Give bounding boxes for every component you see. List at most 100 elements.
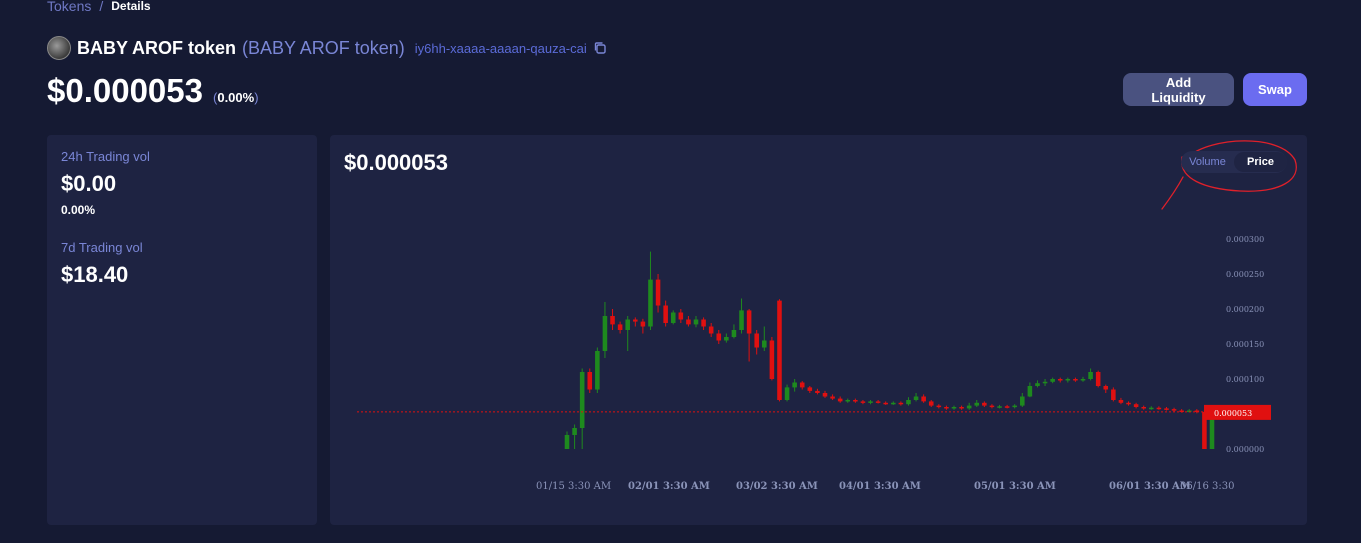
x-tick-label: 03/02 3:30 AM — [736, 481, 818, 492]
candle — [648, 251, 653, 330]
token-canister-id[interactable]: iy6hh-xaaaa-aaaan-qauza-cai — [414, 40, 587, 56]
candle-body — [1103, 386, 1109, 390]
candle-body — [1186, 410, 1192, 412]
candle-body — [602, 316, 608, 351]
x-tick-label: 04/01 3:30 AM — [839, 481, 921, 492]
price-change: (0.00%) — [213, 90, 259, 105]
toggle-price[interactable]: Price — [1234, 152, 1287, 172]
candle-body — [815, 390, 820, 393]
candle-body — [928, 401, 934, 406]
candle-body — [822, 393, 828, 397]
y-tick-label: 0.000300 — [1226, 235, 1264, 244]
candle-body — [891, 402, 896, 405]
candle — [1164, 407, 1169, 411]
candle — [655, 274, 661, 313]
vol24-change: 0.00% — [61, 203, 96, 217]
annotation-circle — [1161, 140, 1297, 210]
candle — [989, 404, 995, 409]
candle — [822, 390, 828, 398]
candle-body — [724, 337, 729, 341]
candle-body — [595, 351, 600, 390]
candle — [587, 368, 593, 393]
candle — [1057, 377, 1063, 383]
candle — [1126, 401, 1131, 406]
token-symbol: (BABY AROF token) — [242, 37, 405, 58]
candle — [1073, 377, 1078, 382]
candle-body — [1027, 386, 1033, 397]
candle — [746, 309, 752, 362]
candle — [595, 347, 600, 393]
y-tick-label: 0.000000 — [1226, 445, 1264, 454]
candle — [708, 323, 714, 337]
candle — [966, 402, 972, 410]
candle — [1194, 409, 1200, 414]
copy-icon[interactable] — [593, 41, 607, 55]
candle-body — [1194, 410, 1200, 412]
candle — [1133, 402, 1139, 409]
candle-body — [982, 402, 987, 406]
candle — [799, 381, 805, 390]
current-price-marker — [1204, 404, 1271, 420]
candle-body — [1050, 379, 1055, 382]
candle-body — [1012, 405, 1017, 408]
price-chart-card: 0.000300 0.000250 0.000200 0.000150 0.000100… — [330, 135, 1307, 525]
breadcrumb-separator: / — [99, 0, 104, 14]
breadcrumb-tokens-link[interactable]: Tokens — [47, 0, 92, 14]
candle-body — [701, 319, 706, 327]
candle-body — [830, 396, 835, 399]
candle-body — [906, 400, 911, 405]
candle — [959, 405, 964, 410]
candle — [1088, 368, 1093, 381]
candle — [1095, 370, 1101, 388]
candle — [913, 393, 919, 402]
x-tick-label: 01/15 3:30 AM — [536, 481, 611, 492]
candle-body — [678, 312, 684, 320]
candle-body — [1179, 410, 1184, 412]
candle-body — [1209, 411, 1215, 449]
candle — [1012, 404, 1017, 409]
candle-body — [610, 316, 615, 325]
candle-body — [1133, 404, 1139, 407]
candle-body — [1088, 372, 1093, 379]
candle — [875, 400, 881, 404]
candle-body — [898, 402, 904, 405]
candle — [830, 394, 835, 400]
candle — [716, 330, 722, 344]
x-tick-label: 06/16 3:30 — [1180, 481, 1234, 492]
candle — [1156, 406, 1162, 410]
candle-body — [625, 319, 630, 330]
candle-body — [966, 405, 972, 409]
candle-body — [875, 401, 881, 403]
toggle-volume[interactable]: Volume — [1189, 156, 1226, 168]
candle-body — [587, 372, 593, 390]
candle — [784, 384, 790, 402]
candle — [815, 388, 820, 395]
candle-body — [762, 340, 767, 348]
candle-body — [1141, 407, 1146, 409]
candle-body — [579, 372, 585, 428]
chart-mode-toggle: Volume Price — [1181, 151, 1287, 173]
candle-body — [868, 401, 873, 403]
candle-body — [1080, 379, 1086, 381]
candle-body — [974, 402, 980, 406]
x-tick-label: 05/01 3:30 AM — [974, 481, 1056, 492]
add-liquidity-button[interactable]: Add Liquidity — [1123, 73, 1234, 106]
candle — [640, 318, 646, 334]
candle-body — [997, 406, 1002, 408]
candle-body — [640, 321, 646, 327]
candle-body — [799, 382, 805, 388]
candle-body — [853, 400, 858, 402]
breadcrumb: Tokens / Details — [47, 0, 151, 14]
candle-body — [1126, 402, 1131, 405]
price-chart[interactable]: 0.000300 0.000250 0.000200 0.000150 0.000100… — [330, 135, 1307, 525]
token-title-row: BABY AROF token (BABY AROF token) iy6hh-… — [47, 36, 607, 60]
candle — [936, 404, 942, 409]
candle-body — [784, 387, 790, 400]
swap-button[interactable]: Swap — [1243, 73, 1307, 106]
candle-body — [708, 326, 714, 334]
candle — [625, 316, 630, 351]
candle — [564, 431, 570, 449]
vol24-value: $0.00 — [61, 171, 117, 196]
candle — [739, 298, 744, 334]
candle — [701, 317, 706, 330]
